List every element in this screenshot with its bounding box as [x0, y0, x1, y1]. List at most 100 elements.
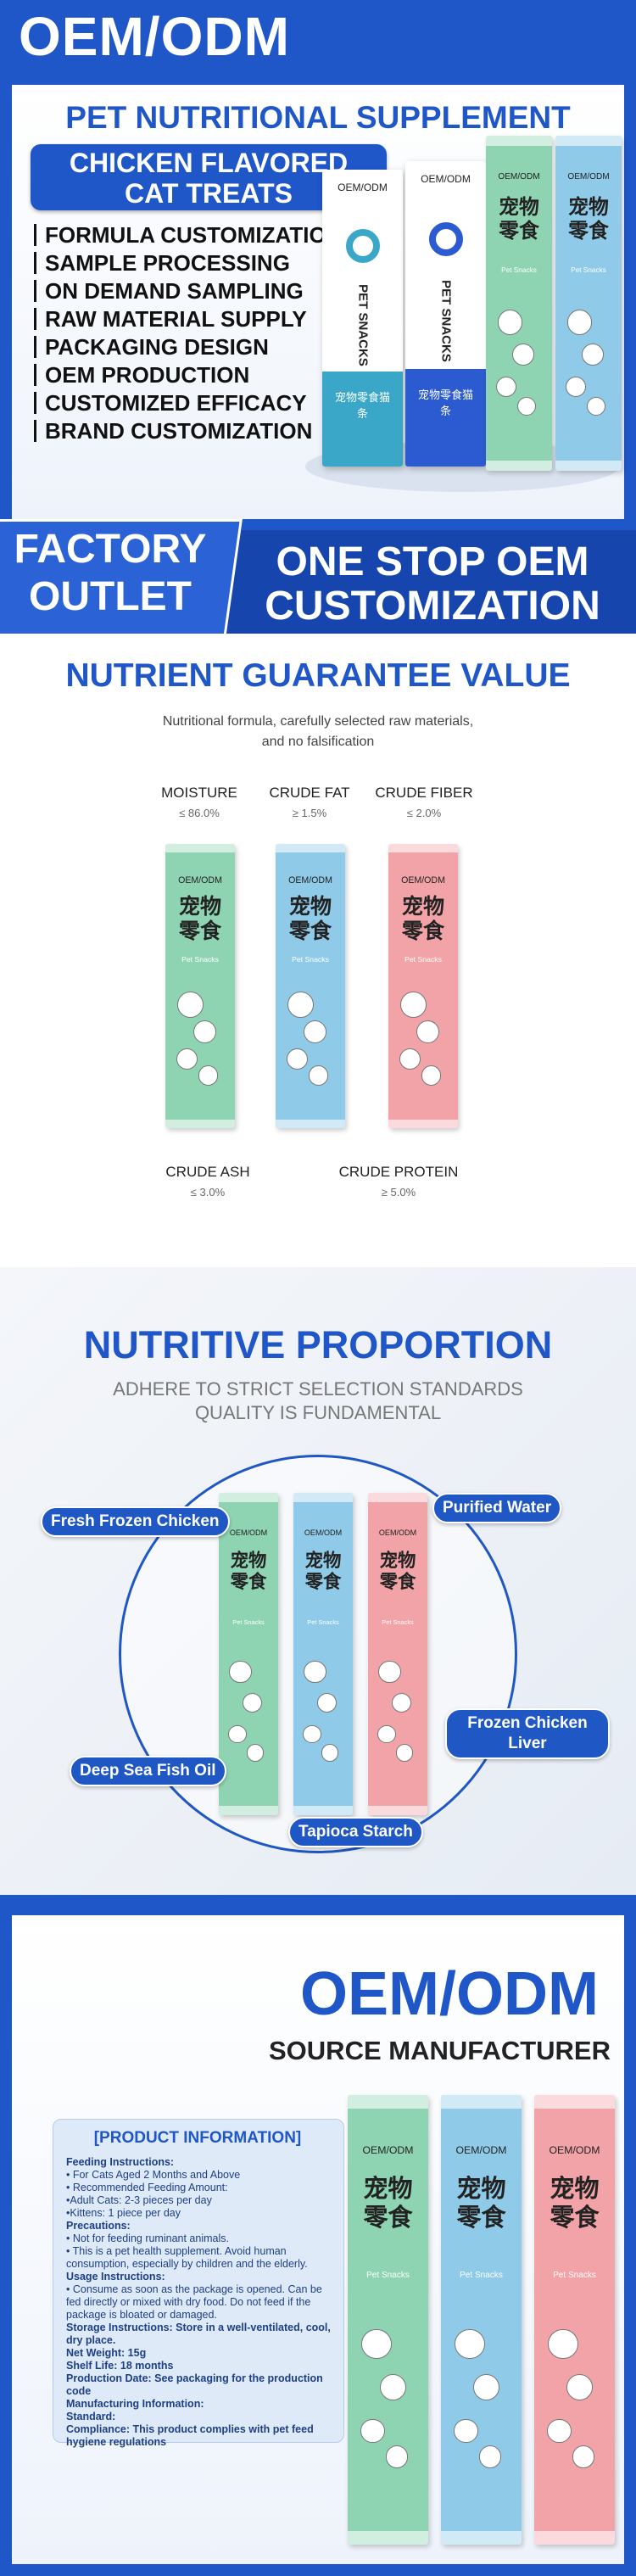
cat-illustration	[360, 2418, 385, 2444]
packet-name-en: Pet Snacks	[501, 266, 537, 275]
packet: OEM/ODM 宠物 零食 Pet Snacks	[348, 2095, 428, 2545]
info-line: Manufacturing Information:	[66, 2398, 204, 2410]
cat-illustration	[421, 1065, 441, 1086]
info-line: Production Date: See packaging for the p…	[66, 2372, 323, 2397]
hero-packet: OEM/ODM PET SNACKS 宠物零食猫条	[405, 161, 486, 467]
info-line: Storage Instructions: Store in a well-ve…	[66, 2322, 331, 2346]
packet-bottom: 宠物零食猫条	[322, 372, 403, 467]
packet-name-en: Pet Snacks	[404, 954, 442, 964]
packet-brand: OEM/ODM	[378, 1528, 417, 1537]
section-subtitle: and no falsification	[261, 735, 375, 749]
cat-illustration	[176, 1048, 198, 1070]
section-subtitle: SOURCE MANUFACTURER	[269, 2036, 611, 2065]
ingredient-label: Frozen Chicken Liver	[445, 1708, 610, 1759]
nutrient-value: ≤ 3.0%	[190, 1186, 226, 1199]
cat-illustration	[287, 1048, 309, 1070]
packet-name-en: Pet Snacks	[460, 2270, 503, 2280]
section-subtitle: QUALITY IS FUNDAMENTAL	[194, 1402, 442, 1423]
nutrient-value: ≥ 1.5%	[292, 807, 327, 819]
cat-illustration	[378, 1660, 401, 1684]
info-line: Compliance: This product complies with p…	[66, 2423, 314, 2448]
packet: OEM/ODM 宠物 零食 Pet Snacks	[165, 844, 235, 1128]
cat-illustration	[548, 2328, 578, 2360]
cat-illustration	[400, 992, 427, 1019]
packet-logo	[345, 229, 380, 263]
packet-name-cn: 零食	[550, 2204, 600, 2232]
packet-name-en: Pet Snacks	[571, 266, 606, 275]
info-box	[53, 2119, 344, 2443]
band-right: ONE STOP OEM	[276, 539, 589, 584]
packet-name-cn: 零食	[568, 219, 609, 243]
cat-illustration	[496, 377, 517, 398]
hero-packet: OEM/ODM PET SNACKS 宠物零食猫条	[322, 170, 403, 467]
packet-brand: OEM/ODM	[178, 874, 222, 886]
info-line: • Recommended Feeding Amount:	[66, 2182, 228, 2193]
packet-stripe	[388, 1119, 458, 1128]
packet-brand: OEM/ODM	[304, 1528, 343, 1537]
packet-brand: OEM/ODM	[401, 874, 445, 886]
info-line: Feeding Instructions:	[66, 2156, 175, 2168]
nutrient-label: CRUDE FAT	[269, 785, 350, 801]
packet-name-cn: 零食	[304, 1572, 342, 1593]
packet-name-cn: 宠物	[304, 1551, 342, 1572]
cat-illustration	[198, 1065, 218, 1086]
packet-name-en: Pet Snacks	[232, 1618, 265, 1627]
cat-illustration	[304, 1660, 326, 1684]
packet-name-en: PET SNACKS	[355, 284, 370, 366]
packet-stripe	[165, 844, 235, 853]
packet-brand: OEM/ODM	[421, 173, 471, 185]
section-subtitle: ADHERE TO STRICT SELECTION STANDARDS	[113, 1378, 523, 1400]
packet-stripe	[293, 1805, 353, 1815]
nutrient-label: CRUDE PROTEIN	[338, 1164, 459, 1180]
product-line: CAT TREATS	[125, 178, 293, 209]
cat-illustration	[385, 2445, 409, 2468]
packet-brand: OEM/ODM	[567, 172, 610, 182]
packet-name-cn: 宠物	[363, 2176, 413, 2204]
cat-illustration	[399, 1048, 421, 1070]
packet-name-cn: 宠物	[499, 196, 539, 220]
packet-name-en: Pet Snacks	[292, 954, 329, 964]
cat-illustration	[379, 2373, 406, 2400]
packet-brand: OEM/ODM	[498, 172, 540, 182]
packet-stripe	[534, 2531, 615, 2545]
packet-name-cn: 宠物	[288, 895, 332, 919]
packet-name-cn: 宠物	[550, 2176, 600, 2204]
info-line: • This is a pet health supplement. Avoid…	[66, 2245, 308, 2270]
packet-name-en: Pet Snacks	[366, 2270, 410, 2280]
service-item: BRAND CUSTOMIZATION	[34, 420, 312, 442]
cat-illustration	[566, 2373, 593, 2400]
cat-illustration	[361, 2328, 392, 2360]
packet-stripe	[348, 2531, 428, 2545]
packet-name-cn: 宠物	[456, 2176, 506, 2204]
packet-brand: OEM/ODM	[229, 1528, 268, 1537]
cat-illustration	[566, 310, 593, 335]
brand-title: OEM/ODM	[19, 6, 290, 67]
section-title: OEM/ODM	[300, 1960, 599, 2028]
cat-illustration	[228, 1724, 247, 1744]
packet: OEM/ODM 宠物 零食 Pet Snacks	[293, 1493, 353, 1815]
packet-name-cn: 宠物零食猫条	[417, 388, 473, 417]
packet-stripe	[368, 1805, 427, 1815]
packet-stripe	[441, 2531, 522, 2545]
packet-stripe	[441, 2095, 522, 2109]
packet-stripe	[486, 136, 552, 146]
packet-brand: OEM/ODM	[288, 874, 332, 886]
packet-brand: OEM/ODM	[338, 182, 388, 193]
packet-stripe	[388, 844, 458, 853]
packet: OEM/ODM 宠物 零食 Pet Snacks	[486, 136, 552, 471]
nutrient-label: CRUDE ASH	[165, 1164, 250, 1180]
cat-illustration	[586, 397, 605, 416]
cat-illustration	[478, 2445, 502, 2468]
cat-illustration	[472, 2373, 499, 2400]
info-list: Feeding Instructions: • For Cats Aged 2 M…	[66, 2156, 334, 2449]
packet-name-en: Pet Snacks	[307, 1618, 339, 1627]
cat-illustration	[246, 1744, 265, 1762]
packet: OEM/ODM 宠物 零食 Pet Snacks	[555, 136, 622, 471]
info-line: •Adult Cats: 2-3 pieces per day	[66, 2194, 212, 2206]
cat-illustration	[303, 1724, 321, 1744]
info-line: Precautions:	[66, 2220, 131, 2232]
packet: OEM/ODM 宠物 零食 Pet Snacks	[219, 1493, 278, 1815]
packet-stripe	[555, 136, 622, 146]
packet-stripe	[276, 1119, 345, 1128]
packet-name-en: Pet Snacks	[553, 2270, 596, 2280]
